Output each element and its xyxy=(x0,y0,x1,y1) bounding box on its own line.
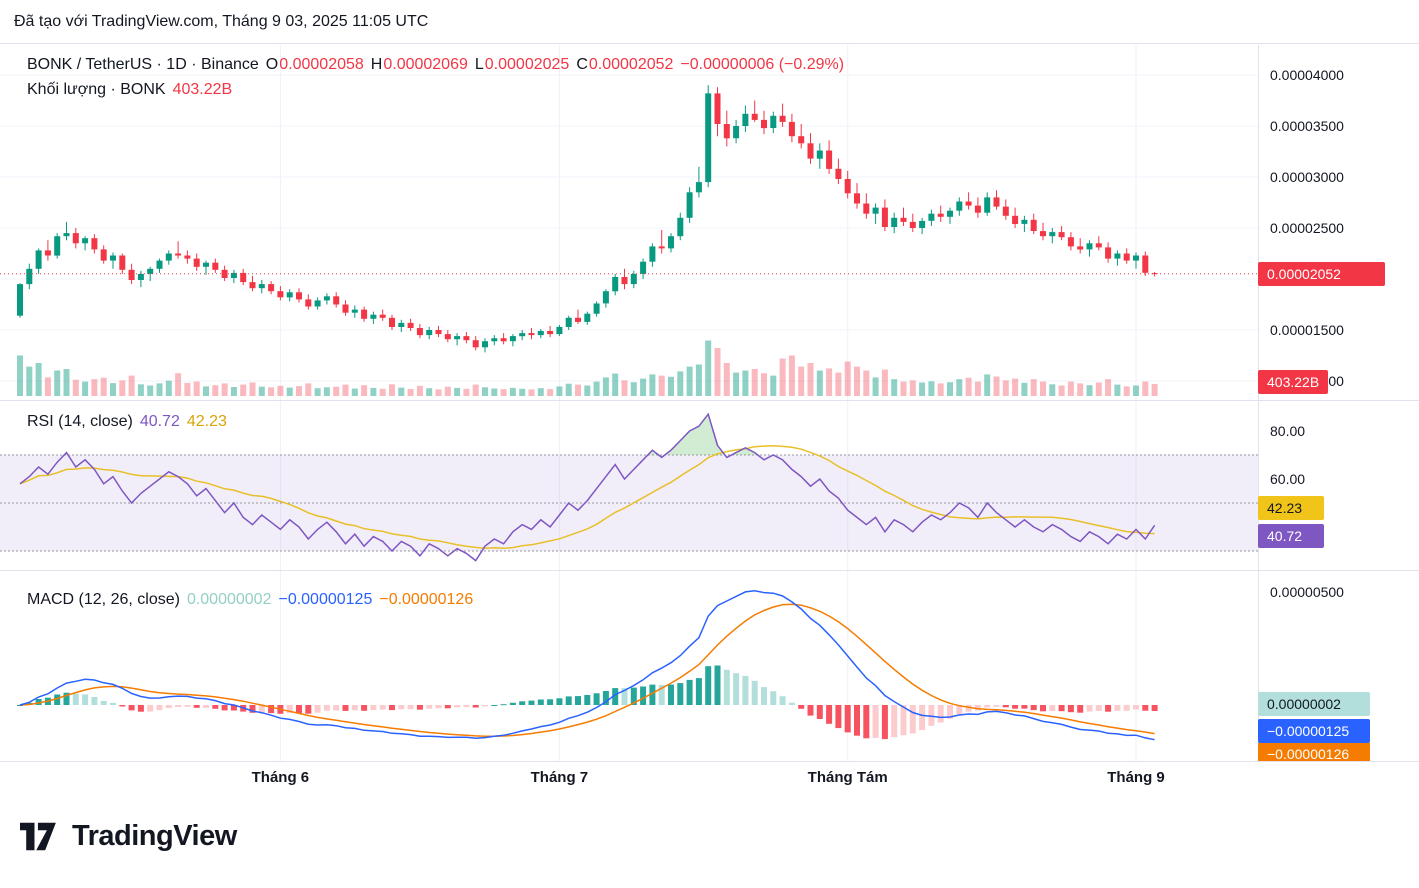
macd-axis-tick: 0.00000500 xyxy=(1270,584,1344,600)
time-axis-label: Tháng 7 xyxy=(530,769,589,786)
rsi-value-badge: 40.72 xyxy=(1258,524,1324,548)
tradingview-brand-text: TradingView xyxy=(72,820,237,852)
ohlc-open-value: 0.00002058 xyxy=(279,56,364,73)
last-price-badge: 0.00002052 xyxy=(1258,262,1385,286)
rsi-title[interactable]: RSI (14, close) xyxy=(27,413,133,430)
rsi-ma-badge: 42.23 xyxy=(1258,496,1324,520)
change-value: −0.00000006 (−0.29%) xyxy=(680,56,845,73)
ohlc-low-value: 0.00002025 xyxy=(484,56,570,73)
symbol-title[interactable]: BONK / TetherUS · 1D · Binance xyxy=(27,56,259,73)
rsi-axis-tick: 80.00 xyxy=(1270,423,1306,439)
price-axis-tick: 0.00001500 xyxy=(1270,322,1344,338)
ohlc-low-label: L xyxy=(474,56,484,73)
macd-legend: MACD (12, 26, close) 0.00000002 −0.00000… xyxy=(27,591,473,609)
attribution-bar: Đã tạo với TradingView.com, Tháng 9 03, … xyxy=(0,0,1419,44)
ohlc-high-label: H xyxy=(370,56,383,73)
volume-legend: Khối lượng · BONK 403.22B xyxy=(27,81,232,99)
macd-hist-value: 0.00000002 xyxy=(186,591,272,608)
volume-value: 403.22B xyxy=(172,81,233,98)
macd-line-value: −0.00000125 xyxy=(278,591,373,608)
macd-hist-badge: 0.00000002 xyxy=(1258,692,1370,716)
rsi-ma-value: 42.23 xyxy=(186,413,227,430)
time-axis-label: Tháng Tám xyxy=(807,769,888,786)
macd-line-badge: −0.00000125 xyxy=(1258,719,1370,743)
time-axis-label: Tháng 9 xyxy=(1107,769,1165,786)
price-axis-tick: 0.00002500 xyxy=(1270,220,1344,236)
time-axis[interactable]: Tháng 6 Tháng 7 Tháng Tám Tháng 9 xyxy=(0,761,1419,794)
ohlc-close-label: C xyxy=(576,56,588,73)
ohlc-open-label: O xyxy=(265,56,279,73)
rsi-value: 40.72 xyxy=(139,413,180,430)
volume-axis-badge: 403.22B xyxy=(1258,370,1329,394)
attribution-text: Đã tạo với TradingView.com, Tháng 9 03, … xyxy=(14,12,429,30)
price-axis-tick: 0.00003500 xyxy=(1270,118,1344,134)
macd-title[interactable]: MACD (12, 26, close) xyxy=(27,591,180,608)
price-axis-tick: 0.00004000 xyxy=(1270,67,1344,83)
price-axis-tick: 0.00003000 xyxy=(1270,169,1344,185)
tradingview-logo-icon xyxy=(20,822,56,851)
macd-signal-value: −0.00000126 xyxy=(379,591,474,608)
volume-label: Khối lượng · BONK xyxy=(27,81,166,98)
rsi-axis-tick: 60.00 xyxy=(1270,471,1306,487)
footer-logo[interactable]: TradingView xyxy=(20,820,237,853)
price-pane-legend: BONK / TetherUS · 1D · Binance O 0.000020… xyxy=(27,56,844,74)
ohlc-close-value: 0.00002052 xyxy=(588,56,674,73)
time-axis-label: Tháng 6 xyxy=(251,769,310,786)
rsi-legend: RSI (14, close) 40.72 42.23 xyxy=(27,413,227,431)
ohlc-high-value: 0.00002069 xyxy=(383,56,468,73)
